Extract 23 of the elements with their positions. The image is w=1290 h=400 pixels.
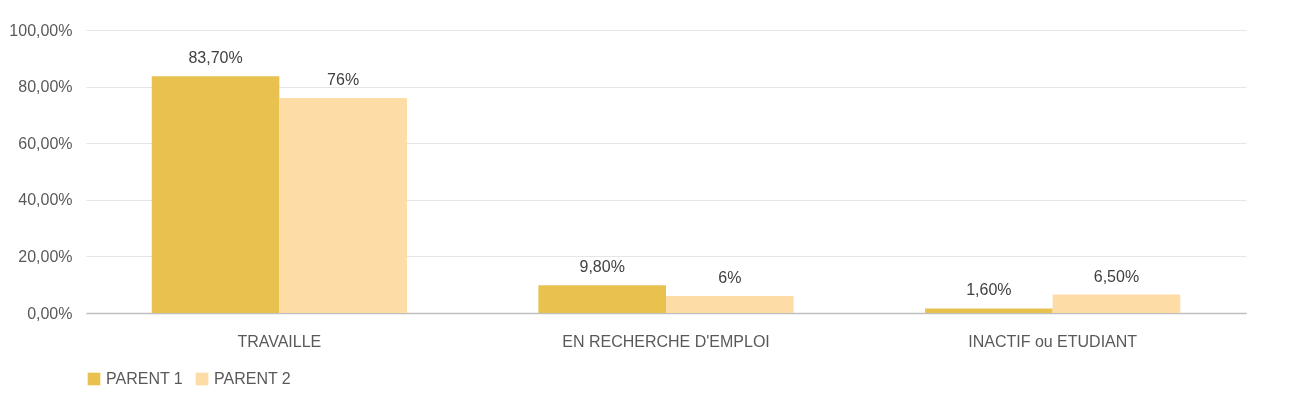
bar [666, 296, 794, 313]
data-label: 76% [327, 70, 360, 88]
bar [151, 76, 280, 313]
bar [279, 97, 407, 313]
x-tick-label: TRAVAILLE [237, 332, 322, 350]
data-label: 9,80% [579, 258, 625, 276]
y-tick-label: 20,00% [18, 247, 73, 265]
y-tick-label: 100,00% [9, 21, 73, 39]
y-tick-label: 40,00% [18, 191, 73, 209]
y-tick-label: 60,00% [18, 134, 73, 152]
bar [925, 308, 1053, 313]
data-label: 83,70% [188, 49, 243, 67]
x-tick-label: INACTIF ou ETUDIANT [968, 332, 1138, 350]
data-label: 6,50% [1093, 267, 1140, 285]
data-label: 6% [718, 269, 742, 287]
y-tick-label: 80,00% [18, 78, 73, 96]
legend-label: PARENT 2 [214, 370, 291, 387]
bar [538, 285, 666, 313]
y-tick-label: 0,00% [27, 304, 73, 322]
x-tick-label: EN RECHERCHE D'EMPLOI [562, 332, 770, 350]
legend-label: PARENT 1 [106, 370, 183, 387]
bar [1052, 294, 1181, 313]
data-label: 1,60% [966, 281, 1012, 299]
